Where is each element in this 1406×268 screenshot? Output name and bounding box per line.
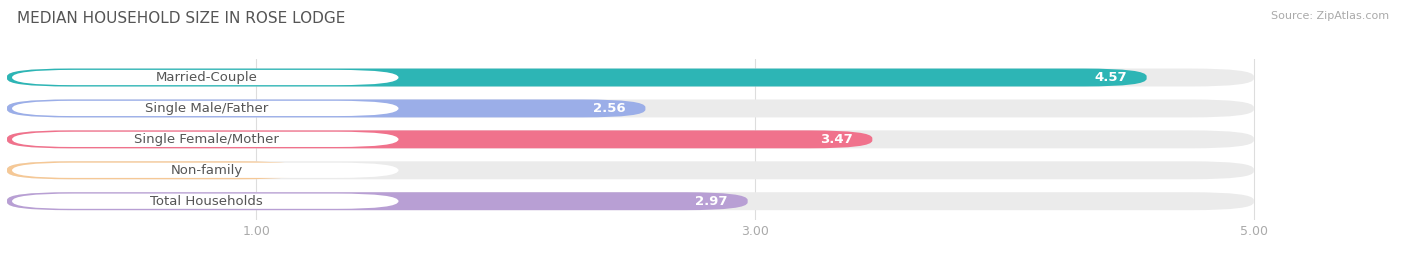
Text: Source: ZipAtlas.com: Source: ZipAtlas.com bbox=[1271, 11, 1389, 21]
Text: 2.97: 2.97 bbox=[695, 195, 728, 208]
FancyBboxPatch shape bbox=[13, 70, 398, 85]
FancyBboxPatch shape bbox=[7, 99, 645, 117]
Text: Single Male/Father: Single Male/Father bbox=[145, 102, 269, 115]
FancyBboxPatch shape bbox=[7, 161, 304, 179]
FancyBboxPatch shape bbox=[7, 192, 1254, 210]
Text: MEDIAN HOUSEHOLD SIZE IN ROSE LODGE: MEDIAN HOUSEHOLD SIZE IN ROSE LODGE bbox=[17, 11, 346, 26]
Text: Married-Couple: Married-Couple bbox=[156, 71, 257, 84]
FancyBboxPatch shape bbox=[7, 161, 1254, 179]
Text: 3.47: 3.47 bbox=[820, 133, 852, 146]
FancyBboxPatch shape bbox=[13, 101, 398, 116]
Text: 1.19: 1.19 bbox=[252, 164, 284, 177]
FancyBboxPatch shape bbox=[7, 192, 748, 210]
FancyBboxPatch shape bbox=[13, 132, 398, 147]
FancyBboxPatch shape bbox=[13, 163, 398, 178]
FancyBboxPatch shape bbox=[7, 69, 1254, 87]
Text: Non-family: Non-family bbox=[170, 164, 243, 177]
Text: 4.57: 4.57 bbox=[1094, 71, 1126, 84]
FancyBboxPatch shape bbox=[7, 131, 1254, 148]
FancyBboxPatch shape bbox=[7, 69, 1147, 87]
Text: 2.56: 2.56 bbox=[593, 102, 626, 115]
FancyBboxPatch shape bbox=[7, 131, 872, 148]
Text: Single Female/Mother: Single Female/Mother bbox=[134, 133, 278, 146]
Text: Total Households: Total Households bbox=[150, 195, 263, 208]
FancyBboxPatch shape bbox=[13, 193, 398, 209]
FancyBboxPatch shape bbox=[7, 99, 1254, 117]
